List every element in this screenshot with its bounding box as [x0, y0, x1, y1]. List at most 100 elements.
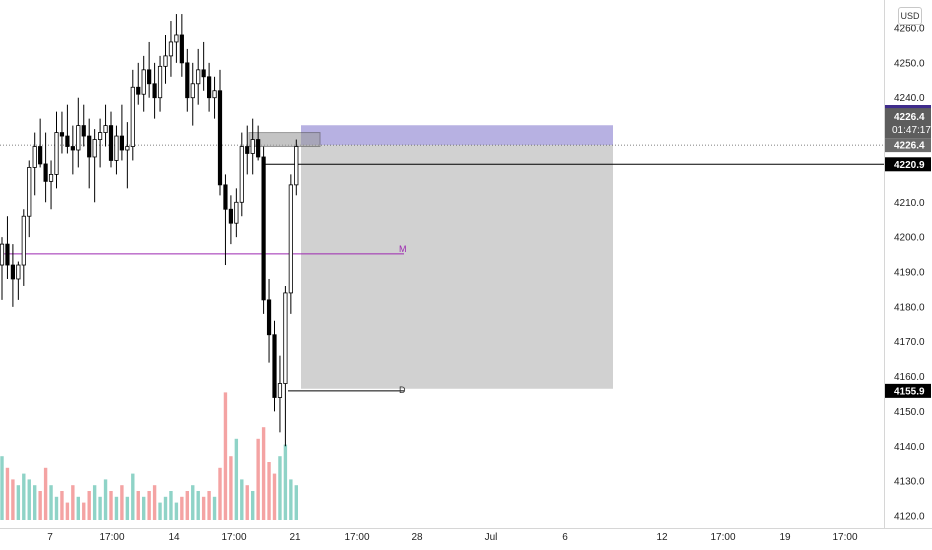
x-tick-label: 12: [656, 532, 668, 543]
volume-bar: [289, 479, 293, 520]
entry-price-badge: 4220.9: [894, 160, 925, 171]
volume-bar: [294, 485, 298, 520]
volume-bar: [212, 496, 217, 520]
candle-body: [130, 86, 135, 147]
x-tick-label: 14: [168, 532, 180, 543]
candle-body: [266, 299, 272, 336]
x-tick-label: 17:00: [344, 532, 369, 543]
volume-bar: [98, 496, 102, 520]
x-tick-label: 17:00: [99, 532, 124, 543]
volume-bar: [147, 491, 151, 520]
entry-price-badge-bg: [885, 157, 931, 172]
volume-bar: [120, 485, 124, 520]
candle-body: [65, 135, 70, 147]
candle-body: [16, 264, 21, 280]
candle-body: [27, 167, 32, 217]
candle-body: [196, 69, 201, 85]
volume-bar: [60, 491, 64, 520]
candle-body: [38, 146, 43, 165]
volume-bar: [114, 496, 119, 520]
candle-body: [119, 135, 124, 151]
candle-body: [217, 90, 223, 186]
target-zone[interactable]: [301, 125, 613, 146]
candle-body: [190, 83, 195, 99]
volume-bar: [180, 496, 184, 520]
candle-body: [212, 90, 217, 99]
volume-bar: [196, 491, 200, 520]
volume-bar: [0, 456, 4, 520]
volume-bar: [136, 491, 140, 520]
x-tick-label: 28: [411, 532, 423, 543]
volume-bar: [54, 496, 59, 520]
last-price-badge: 4226.4: [894, 112, 925, 123]
candle-body: [294, 146, 299, 186]
volume-bar: [38, 491, 42, 520]
volume-bar: [240, 479, 244, 520]
y-tick-label: 4140.0: [894, 442, 925, 453]
volume-bar: [103, 479, 108, 520]
y-tick-label: 4200.0: [894, 233, 925, 244]
candle-body: [228, 208, 233, 224]
volume-bar: [201, 496, 206, 520]
volume-bar: [131, 473, 135, 520]
candle-body: [108, 125, 114, 161]
stop-zone[interactable]: [301, 145, 613, 389]
volume-bar: [49, 485, 53, 520]
candle-body: [283, 292, 288, 384]
volume-bar: [163, 496, 168, 520]
candle-body: [239, 146, 244, 203]
candle-body: [114, 135, 119, 161]
volume-bar: [218, 467, 222, 520]
candle-body: [98, 132, 103, 140]
candle-body: [48, 173, 54, 182]
x-tick-label: Jul: [485, 532, 498, 543]
volume-bar: [229, 456, 233, 520]
volume-bar: [185, 491, 189, 520]
candle-body: [54, 132, 59, 175]
volume-bar: [174, 502, 179, 520]
volume-bar: [65, 502, 70, 520]
x-tick-label: 7: [47, 532, 53, 543]
candle-body: [59, 132, 65, 137]
volume-bar: [267, 462, 271, 520]
candle-body: [206, 76, 212, 99]
candle-body: [168, 41, 174, 57]
x-tick-label: 21: [289, 532, 301, 543]
volume-bar: [169, 491, 173, 520]
volume-bar: [87, 491, 91, 520]
volume-bar: [5, 467, 10, 520]
candle-body: [81, 125, 86, 137]
volume-bar: [27, 479, 31, 520]
volume-bar: [278, 456, 282, 520]
volume-bar: [251, 491, 255, 520]
volume-bar: [261, 427, 266, 520]
currency-button[interactable]: USD: [898, 7, 922, 25]
candle-body: [277, 383, 283, 398]
candle-body: [272, 334, 277, 398]
y-tick-label: 4150.0: [894, 407, 925, 418]
volume-bar: [16, 485, 21, 520]
volume-bar: [234, 438, 239, 520]
x-tick-label: 6: [562, 532, 568, 543]
candle-body: [141, 69, 146, 95]
volume-bar: [207, 491, 211, 520]
volume-bar: [142, 496, 146, 520]
candle-body: [5, 243, 10, 266]
countdown-label: 01:47:17: [892, 125, 931, 136]
y-tick-label: 4240.0: [894, 93, 925, 104]
selection-box[interactable]: [248, 132, 321, 148]
candle-body: [245, 146, 250, 154]
candle-body: [10, 264, 15, 280]
volume-bar: [109, 491, 113, 520]
volume-bar: [82, 502, 86, 520]
y-tick-label: 4250.0: [894, 58, 925, 69]
candle-body: [103, 125, 108, 133]
candle-body: [261, 156, 266, 301]
candle-body: [87, 135, 92, 158]
stop-price-badge-bg: [885, 383, 931, 398]
y-tick-label: 4170.0: [894, 337, 925, 348]
volume-bar: [223, 392, 228, 520]
x-tick-label: 17:00: [221, 532, 246, 543]
volume-bar: [191, 485, 195, 520]
